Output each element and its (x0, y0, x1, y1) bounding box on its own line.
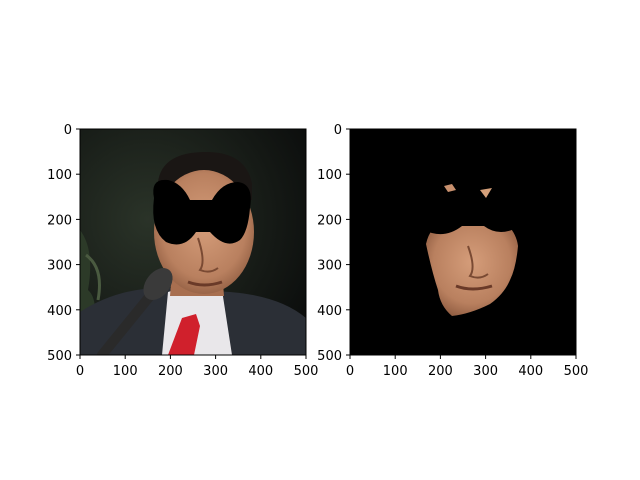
y-tick-label: 500 (47, 349, 72, 364)
tick-layer: 0 100 200 300 400 500 0 100 200 300 400 500 0 100 200 3… (47, 123, 588, 379)
segmented-nose-shade (467, 245, 489, 279)
segmented-eye-mask (424, 189, 520, 235)
x-tick-label: 400 (248, 364, 273, 379)
skin-patch-left (444, 184, 456, 192)
microphone-stand (97, 291, 155, 355)
right-axes-frame (349, 128, 577, 356)
y-tick-label: 200 (317, 213, 342, 228)
x-tick-label: 100 (113, 364, 138, 379)
y-tick-label: 0 (334, 123, 342, 138)
left-image-panel (80, 129, 306, 355)
red-tie (168, 314, 200, 355)
foliage-leaf (85, 253, 101, 301)
eye-mask (153, 179, 251, 245)
y-tick-label: 300 (317, 259, 342, 274)
x-tick-label: 200 (158, 364, 183, 379)
left-axes-frame (79, 128, 307, 356)
x-tick-label: 100 (383, 364, 408, 379)
x-tick-label: 500 (564, 364, 589, 379)
x-tick-label: 500 (294, 364, 319, 379)
mouth (187, 280, 223, 287)
x-tick-label: 400 (518, 364, 543, 379)
y-tick-label: 400 (317, 304, 342, 319)
nose-shade (197, 237, 219, 273)
x-tick-label: 200 (428, 364, 453, 379)
right-image-panel (350, 129, 576, 355)
y-tick-label: 300 (47, 259, 72, 274)
microphone-head (143, 268, 173, 300)
y-tick-label: 0 (64, 123, 72, 138)
y-tick-label: 500 (317, 349, 342, 364)
y-tick-label: 200 (47, 213, 72, 228)
x-tick-label: 0 (76, 364, 84, 379)
x-tick-label: 300 (473, 364, 498, 379)
y-tick-label: 100 (317, 168, 342, 183)
y-tick-label: 100 (47, 168, 72, 183)
segmented-mouth (455, 284, 493, 291)
x-tick-label: 300 (203, 364, 228, 379)
y-tick-label: 400 (47, 304, 72, 319)
skin-patch-right (480, 188, 492, 198)
x-tick-label: 0 (346, 364, 354, 379)
